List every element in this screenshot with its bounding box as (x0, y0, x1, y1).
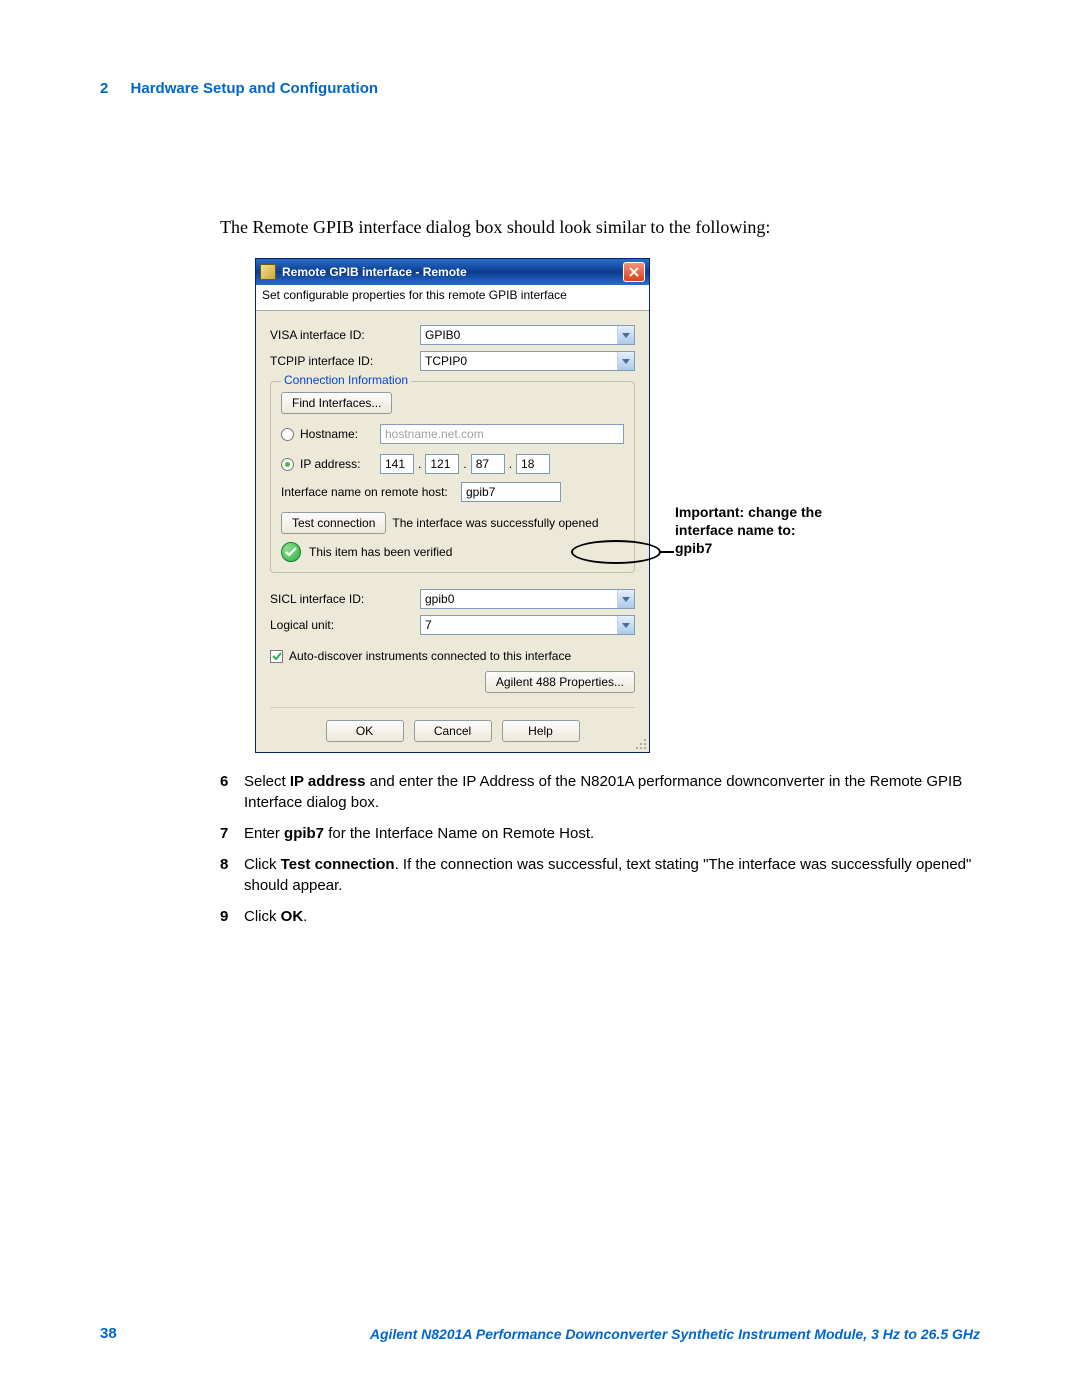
ip-a-input[interactable] (380, 454, 414, 474)
sicl-label: SICL interface ID: (270, 592, 420, 606)
help-button[interactable]: Help (502, 720, 580, 742)
step-text: Select (244, 773, 290, 790)
close-icon (629, 267, 639, 277)
dot: . (463, 457, 466, 471)
instruction-text: Set configurable properties for this rem… (256, 285, 649, 311)
annotation-line1: Important: change the (675, 503, 822, 521)
callout-line (660, 551, 674, 553)
check-icon (281, 542, 301, 562)
resize-grip[interactable] (633, 736, 647, 750)
ip-radio[interactable] (281, 458, 294, 471)
callout-ellipse (571, 540, 661, 564)
instructions-list: 6 Select IP address and enter the IP Add… (220, 771, 980, 927)
annotation: Important: change the interface name to:… (675, 503, 822, 558)
ip-c-input[interactable] (471, 454, 505, 474)
sicl-value: gpib0 (421, 590, 617, 608)
step-text: Click (244, 856, 281, 873)
chevron-down-icon[interactable] (617, 590, 634, 608)
dot: . (509, 457, 512, 471)
titlebar[interactable]: Remote GPIB interface - Remote (256, 259, 649, 285)
step-bold: IP address (290, 773, 366, 790)
lu-value: 7 (421, 616, 617, 634)
test-status: The interface was successfully opened (392, 516, 598, 530)
find-interfaces-button[interactable]: Find Interfaces... (281, 392, 392, 414)
dot: . (418, 457, 421, 471)
autodiscover-checkbox[interactable] (270, 650, 283, 663)
chapter-header: 2 Hardware Setup and Configuration (100, 80, 980, 97)
iface-input[interactable] (461, 482, 561, 502)
step-6: 6 Select IP address and enter the IP Add… (220, 771, 980, 813)
tcpip-value: TCPIP0 (421, 352, 617, 370)
annotation-line2: interface name to: (675, 521, 822, 539)
page: 2 Hardware Setup and Configuration The R… (0, 0, 1080, 1397)
step-text: for the Interface Name on Remote Host. (324, 825, 594, 842)
app-icon (260, 264, 276, 280)
verified-text: This item has been verified (309, 545, 452, 559)
page-number: 38 (100, 1325, 117, 1342)
visa-value: GPIB0 (421, 326, 617, 344)
step-text: Enter (244, 825, 284, 842)
intro-text: The Remote GPIB interface dialog box sho… (220, 217, 980, 238)
annotation-line3: gpib7 (675, 539, 822, 557)
step-num: 7 (220, 823, 244, 844)
step-num: 8 (220, 854, 244, 896)
cancel-button[interactable]: Cancel (414, 720, 492, 742)
step-num: 9 (220, 906, 244, 927)
step-text: Click (244, 908, 281, 925)
dialog-window: Remote GPIB interface - Remote Set confi… (255, 258, 650, 753)
footer-text: Agilent N8201A Performance Downconverter… (207, 1326, 980, 1342)
ip-d-input[interactable] (516, 454, 550, 474)
chevron-down-icon[interactable] (617, 326, 634, 344)
chapter-title: Hardware Setup and Configuration (131, 80, 379, 97)
ok-button[interactable]: OK (326, 720, 404, 742)
connection-legend: Connection Information (281, 373, 411, 387)
agilent-props-button[interactable]: Agilent 488 Properties... (485, 671, 635, 693)
step-8: 8 Click Test connection. If the connecti… (220, 854, 980, 896)
step-7: 7 Enter gpib7 for the Interface Name on … (220, 823, 980, 844)
hostname-radio[interactable] (281, 428, 294, 441)
dialog-body: VISA interface ID: GPIB0 TCPIP interface… (256, 311, 649, 752)
close-button[interactable] (623, 262, 645, 282)
step-bold: gpib7 (284, 825, 324, 842)
iface-label: Interface name on remote host: (281, 485, 461, 499)
lu-label: Logical unit: (270, 618, 420, 632)
visa-combo[interactable]: GPIB0 (420, 325, 635, 345)
step-bold: OK (281, 908, 304, 925)
tcpip-label: TCPIP interface ID: (270, 354, 420, 368)
step-bold: Test connection (281, 856, 395, 873)
step-9: 9 Click OK. (220, 906, 980, 927)
ip-label: IP address: (300, 457, 380, 471)
chapter-number: 2 (100, 80, 108, 97)
ip-b-input[interactable] (425, 454, 459, 474)
step-num: 6 (220, 771, 244, 813)
tcpip-combo[interactable]: TCPIP0 (420, 351, 635, 371)
footer: 38 Agilent N8201A Performance Downconver… (100, 1325, 980, 1342)
test-connection-button[interactable]: Test connection (281, 512, 386, 534)
lu-combo[interactable]: 7 (420, 615, 635, 635)
sicl-combo[interactable]: gpib0 (420, 589, 635, 609)
titlebar-text: Remote GPIB interface - Remote (282, 265, 623, 279)
hostname-label: Hostname: (300, 427, 380, 441)
visa-label: VISA interface ID: (270, 328, 420, 342)
chevron-down-icon[interactable] (617, 352, 634, 370)
figure-wrap: Remote GPIB interface - Remote Set confi… (255, 258, 980, 753)
autodiscover-label: Auto-discover instruments connected to t… (289, 649, 571, 663)
hostname-input[interactable] (380, 424, 624, 444)
chevron-down-icon[interactable] (617, 616, 634, 634)
step-text: . (303, 908, 307, 925)
